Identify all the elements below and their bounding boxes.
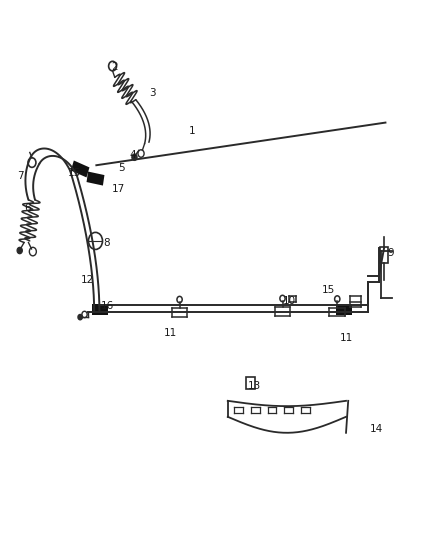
Text: 14: 14 <box>370 424 383 434</box>
Text: 9: 9 <box>388 248 394 258</box>
Text: 5: 5 <box>118 163 125 173</box>
Circle shape <box>132 154 137 160</box>
Text: 6: 6 <box>24 203 31 213</box>
Bar <box>71 160 89 177</box>
Text: 1: 1 <box>188 126 195 135</box>
Text: 15: 15 <box>322 286 335 295</box>
Circle shape <box>17 247 22 254</box>
Text: 16: 16 <box>101 302 114 311</box>
Bar <box>92 304 108 315</box>
Text: 3: 3 <box>149 88 155 98</box>
Text: 7: 7 <box>18 171 24 181</box>
Circle shape <box>78 314 82 320</box>
Text: 11: 11 <box>339 334 353 343</box>
Text: 10: 10 <box>283 296 296 306</box>
Bar <box>380 247 388 263</box>
Text: 12: 12 <box>81 275 94 285</box>
Text: 8: 8 <box>103 238 110 247</box>
Text: 13: 13 <box>247 382 261 391</box>
Text: 11: 11 <box>164 328 177 338</box>
Text: 17: 17 <box>112 184 125 194</box>
Bar <box>246 377 255 389</box>
Bar <box>87 172 104 185</box>
Text: 15: 15 <box>68 168 81 178</box>
Text: 2: 2 <box>112 62 118 71</box>
Bar <box>336 304 352 315</box>
Text: 4: 4 <box>129 150 136 159</box>
